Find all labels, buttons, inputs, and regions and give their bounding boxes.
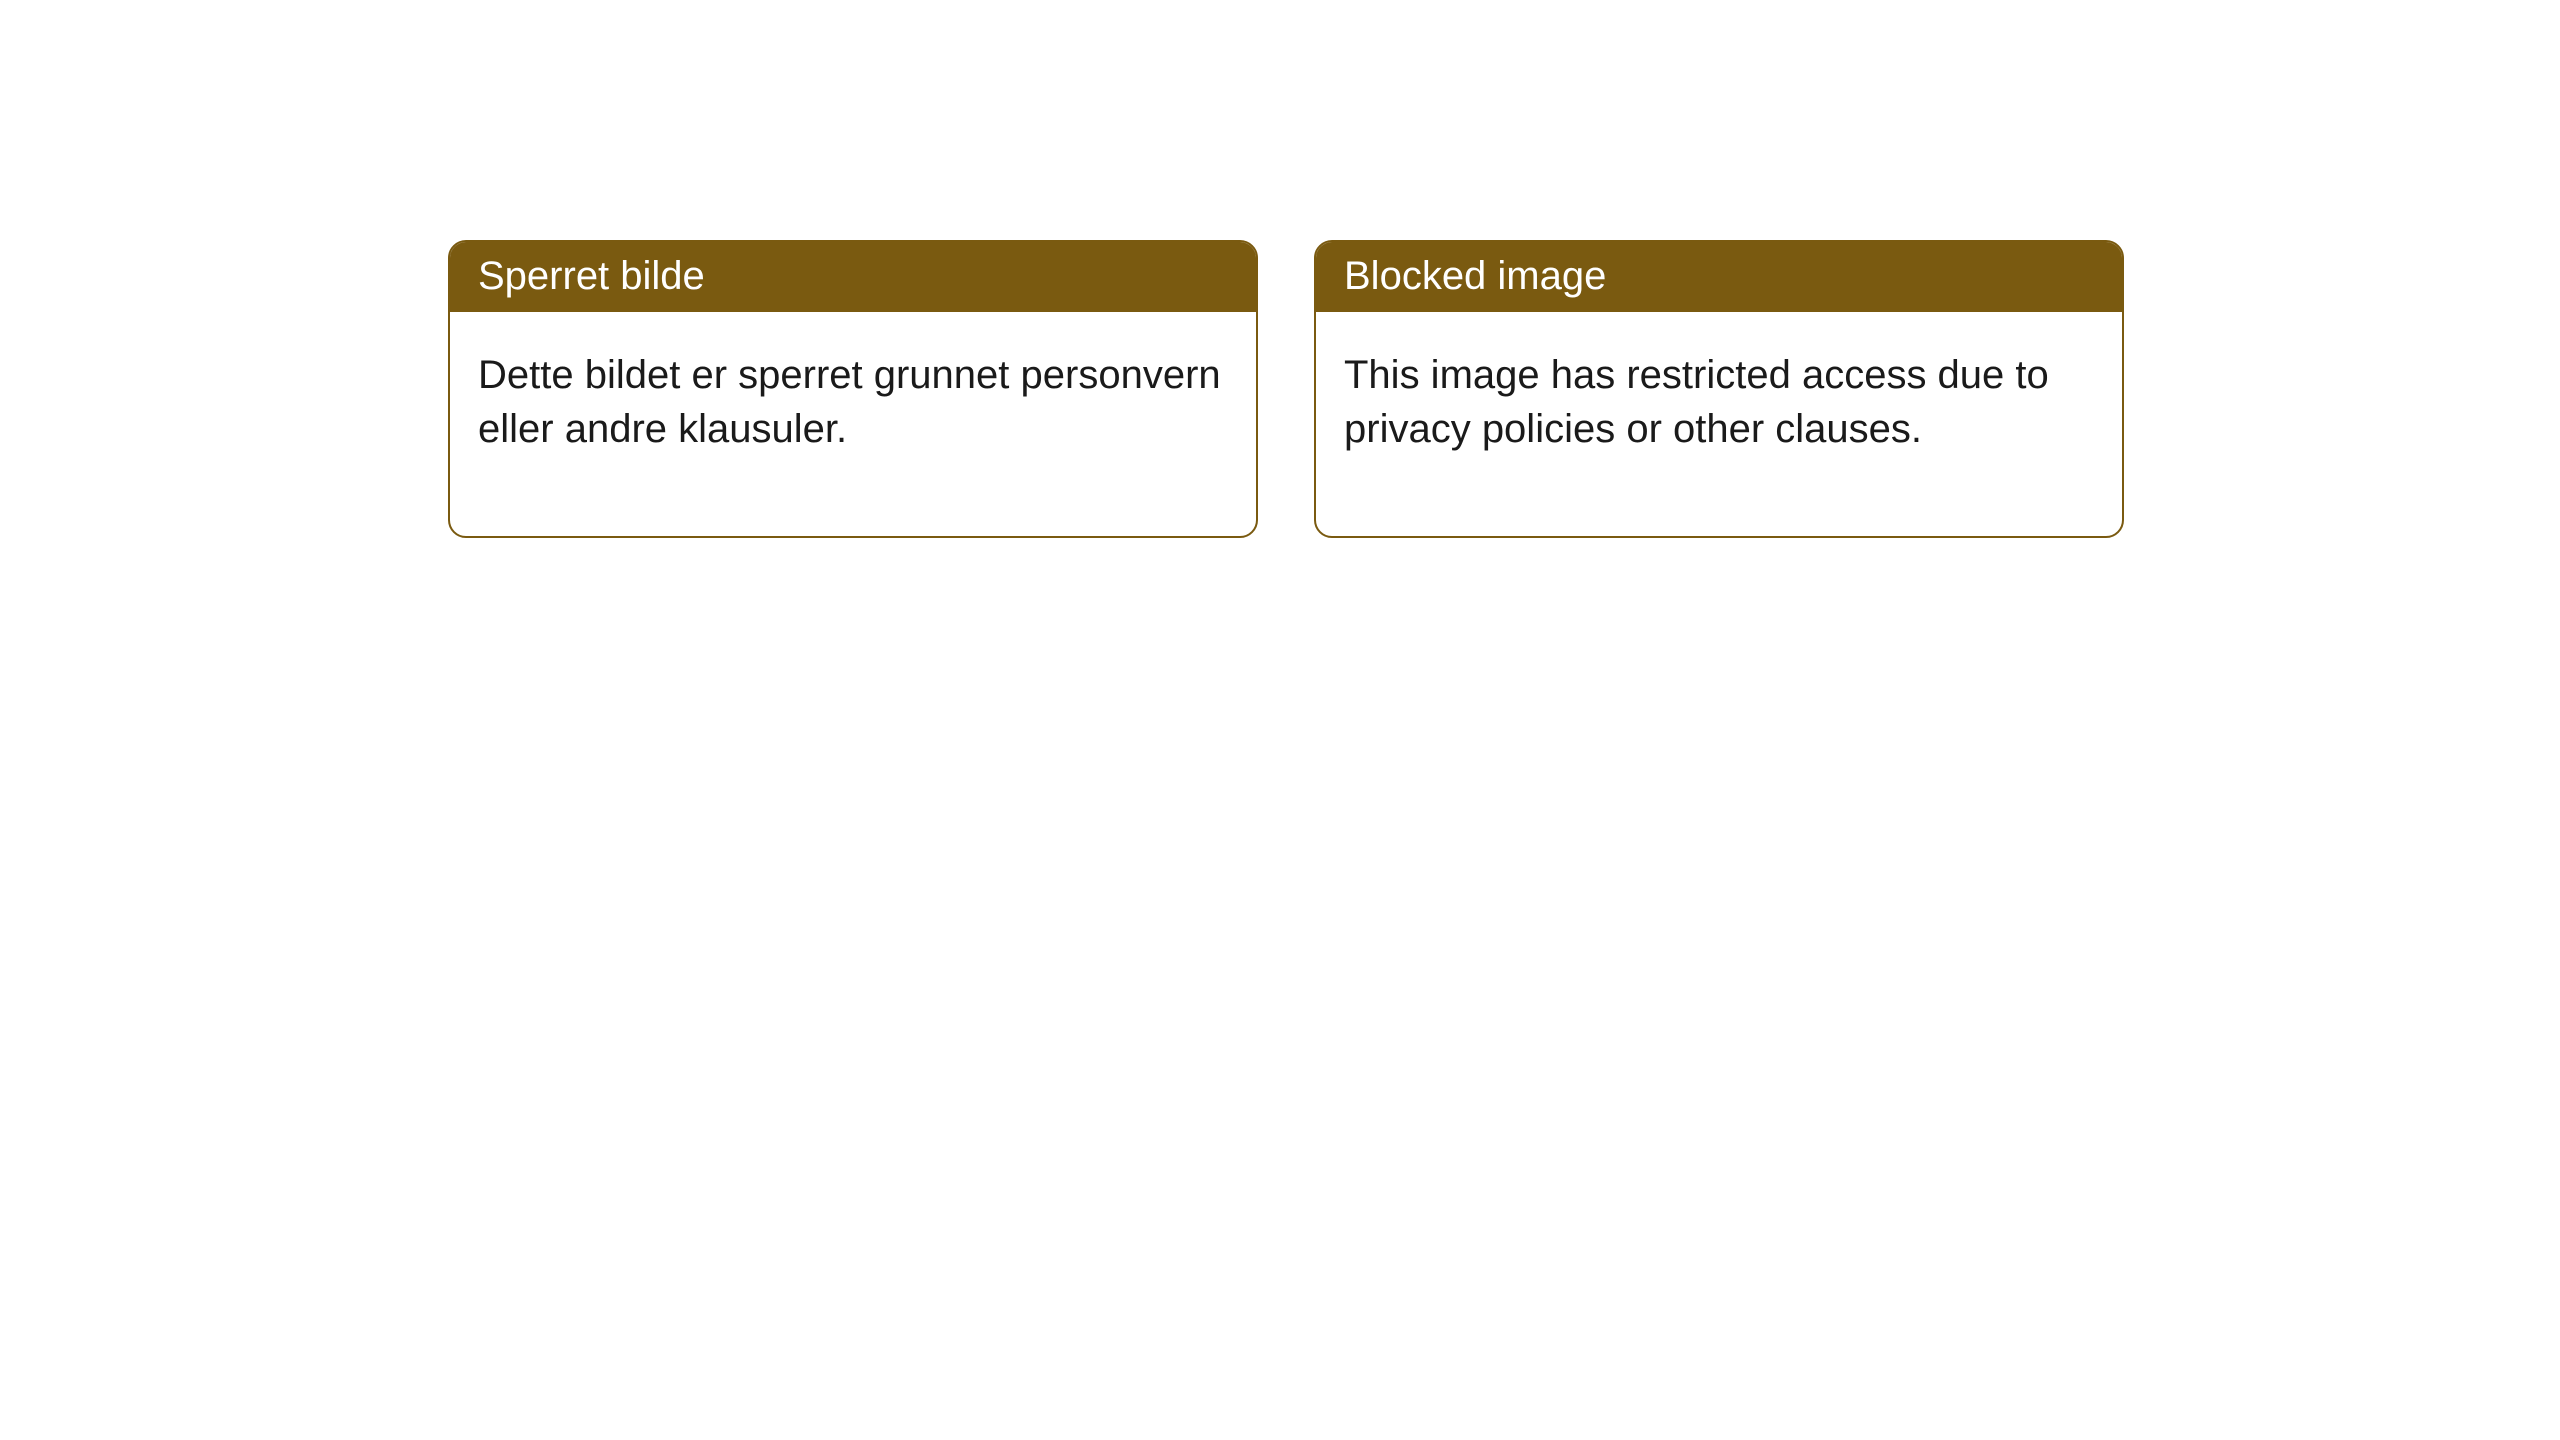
notice-card-english: Blocked image This image has restricted … (1314, 240, 2124, 538)
notice-body: Dette bildet er sperret grunnet personve… (450, 312, 1256, 536)
notice-body: This image has restricted access due to … (1316, 312, 2122, 536)
notice-card-norwegian: Sperret bilde Dette bildet er sperret gr… (448, 240, 1258, 538)
notice-title: Blocked image (1316, 242, 2122, 312)
notice-title: Sperret bilde (450, 242, 1256, 312)
notice-container: Sperret bilde Dette bildet er sperret gr… (0, 0, 2560, 538)
